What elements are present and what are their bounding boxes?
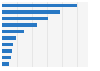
Bar — [2, 10, 60, 14]
Bar — [2, 17, 48, 20]
Bar — [2, 49, 12, 53]
Bar — [2, 62, 10, 66]
Bar — [2, 56, 11, 59]
Bar — [2, 23, 37, 27]
Bar — [2, 43, 13, 46]
Bar — [2, 36, 16, 40]
Bar — [2, 4, 77, 7]
Bar — [2, 30, 24, 33]
